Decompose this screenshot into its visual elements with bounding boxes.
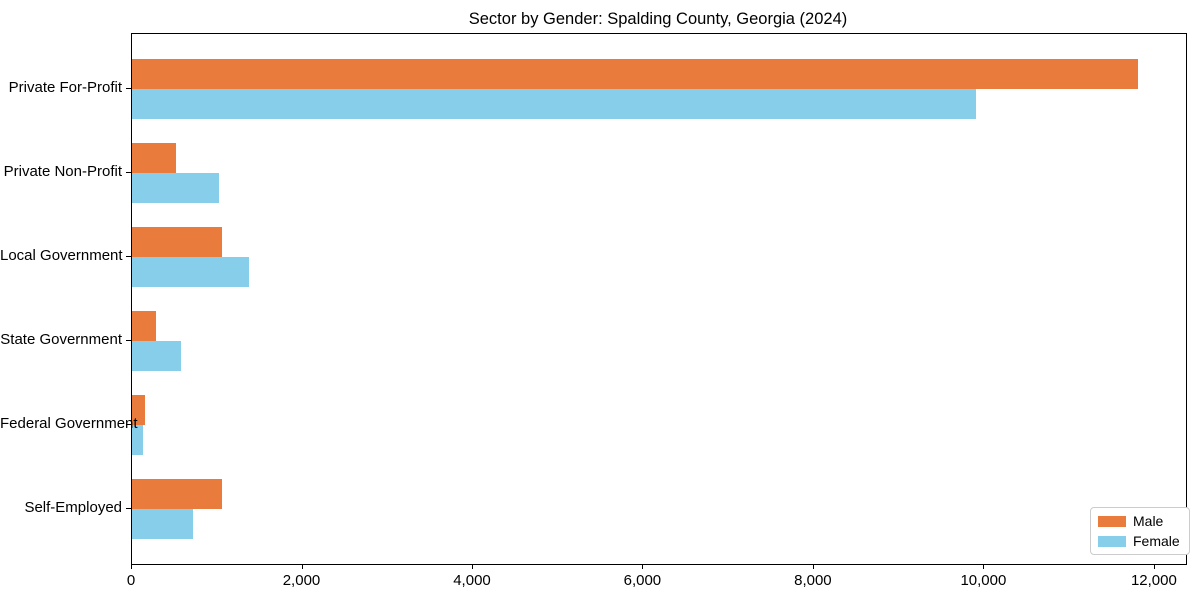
bar-male-private-non-profit (132, 143, 177, 173)
x-tick-label-8000: 8,000 (794, 572, 832, 589)
y-tick-mark (126, 88, 131, 89)
x-tick-mark (1153, 564, 1155, 569)
x-tick-label-0: 0 (126, 572, 136, 589)
y-tick-mark (126, 508, 131, 509)
y-tick-mark (126, 424, 131, 425)
x-tick-mark (131, 564, 132, 569)
x-tick-label-4000: 4,000 (453, 572, 491, 589)
bar-male-private-for-profit (132, 59, 1138, 89)
bar-male-self-employed (132, 479, 223, 509)
legend-entry-male: Male (1098, 513, 1180, 529)
legend-label-male: Male (1133, 513, 1164, 529)
y-tick-label-state-government: State Government (0, 331, 122, 348)
female-color-swatch (1098, 535, 1126, 547)
y-tick-mark (126, 256, 131, 257)
y-tick-label-private-for-profit: Private For-Profit (8, 79, 122, 96)
x-tick-mark (301, 564, 303, 569)
bar-female-state-government (132, 341, 182, 371)
x-tick-mark (472, 564, 473, 569)
x-tick-mark (812, 564, 814, 569)
bar-male-local-government (132, 227, 223, 257)
y-tick-label-private-non-profit: Private Non-Profit (3, 163, 122, 180)
bar-female-self-employed (132, 509, 194, 539)
x-tick-label-12000: 12,000 (1130, 572, 1177, 589)
bar-male-state-government (132, 311, 156, 341)
x-tick-label-6000: 6,000 (623, 572, 662, 589)
plot-area (131, 33, 1187, 565)
y-tick-label-federal-government: Federal Government (0, 415, 138, 432)
bar-female-local-government (132, 257, 249, 287)
y-tick-mark (126, 172, 131, 173)
bar-female-private-for-profit (132, 89, 976, 119)
male-color-swatch (1098, 515, 1126, 527)
y-tick-mark (126, 340, 131, 341)
bar-female-private-non-profit (132, 173, 219, 203)
bar-female-federal-government (132, 425, 144, 455)
legend: Male Female (1090, 507, 1190, 555)
legend-label-female: Female (1133, 533, 1180, 549)
legend-entry-female: Female (1098, 533, 1180, 549)
chart-title: Sector by Gender: Spalding County, Georg… (468, 10, 848, 28)
x-tick-mark (642, 564, 644, 569)
bar-male-federal-government (132, 395, 145, 425)
y-tick-label-local-government: Local Government (0, 247, 123, 264)
y-tick-label-self-employed: Self-Employed (24, 499, 122, 516)
x-tick-mark (983, 564, 985, 569)
x-tick-label-2000: 2,000 (282, 572, 321, 589)
x-tick-label-10000: 10,000 (960, 572, 1007, 589)
